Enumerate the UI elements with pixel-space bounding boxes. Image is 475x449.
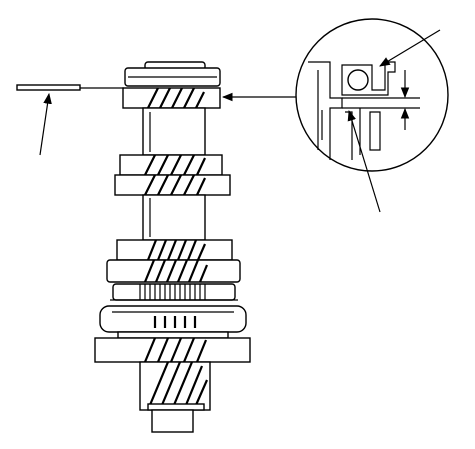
shaft-assembly — [94, 61, 251, 433]
detail-view — [295, 18, 449, 213]
feeler-gauge — [16, 84, 124, 156]
